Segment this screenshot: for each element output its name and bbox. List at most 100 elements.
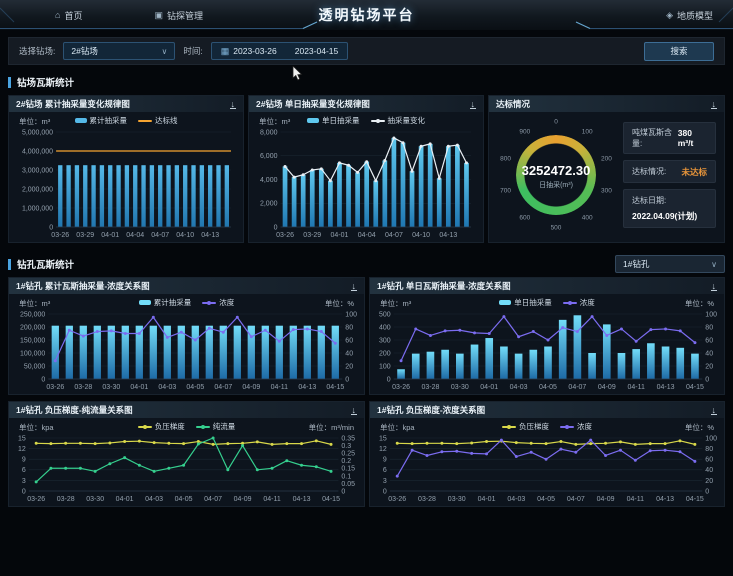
- legend-item[interactable]: 累计抽采量: [138, 297, 191, 308]
- legend-label: 浓度: [577, 422, 592, 431]
- svg-text:3: 3: [22, 478, 26, 485]
- legend-item[interactable]: 单日抽采量: [499, 297, 552, 308]
- gauge-tick-label: 800: [500, 155, 512, 163]
- svg-text:4,000: 4,000: [260, 177, 278, 184]
- svg-text:03-29: 03-29: [303, 232, 321, 239]
- svg-text:15: 15: [18, 435, 26, 442]
- legend-line-swatch: [138, 119, 152, 122]
- download-icon[interactable]: ↓: [350, 404, 357, 415]
- svg-text:03-28: 03-28: [421, 384, 439, 391]
- svg-text:03-30: 03-30: [102, 384, 120, 391]
- svg-text:04-13: 04-13: [298, 384, 316, 391]
- legend-label: 抽采量变化: [387, 116, 426, 125]
- gauge-tick-label: 400: [581, 214, 593, 222]
- svg-text:6: 6: [22, 467, 26, 474]
- svg-text:04-03: 04-03: [510, 384, 528, 391]
- panel-title: 达标情况: [496, 99, 531, 109]
- svg-text:04-03: 04-03: [145, 496, 163, 503]
- nav-drill-label: 钻探管理: [166, 10, 203, 21]
- download-icon[interactable]: ↓: [710, 280, 717, 291]
- panel-header: 2#钻场 累计抽采量变化规律图 ↓: [9, 96, 243, 112]
- svg-text:0: 0: [383, 488, 387, 495]
- panel-header: 2#钻场 单日抽采量变化规律图 ↓: [249, 96, 483, 112]
- date-start-value: 2023-03-26: [233, 46, 277, 56]
- chart-hole-daily-concentration: 0 100 200 300 400 500 0 20 40 60 80 100 03-26 03-28 03…: [372, 310, 722, 392]
- legend-item[interactable]: 负压梯度: [502, 421, 549, 432]
- chart-legend: 单日抽采量 抽采量变化: [249, 115, 483, 126]
- gauge-tick-label: 0: [554, 118, 558, 126]
- legend-item[interactable]: 负压梯度: [137, 421, 185, 432]
- svg-text:100: 100: [705, 311, 717, 318]
- panel-title: 2#钻场 单日抽采量变化规律图: [256, 99, 370, 109]
- svg-text:04-07: 04-07: [568, 384, 586, 391]
- svg-text:04-13: 04-13: [656, 496, 674, 503]
- svg-text:100: 100: [345, 311, 357, 318]
- svg-text:15: 15: [379, 435, 387, 442]
- svg-text:0: 0: [705, 488, 709, 495]
- stat-compliance-date: 达标日期: 2022.04.09(计划): [623, 189, 716, 228]
- svg-text:8,000: 8,000: [260, 129, 278, 136]
- nav-item-home[interactable]: ⌂ 首页: [55, 9, 82, 22]
- download-icon[interactable]: ↓: [229, 98, 236, 109]
- legend-line-swatch: [370, 118, 385, 123]
- legend-item[interactable]: 浓度: [560, 421, 592, 432]
- section-header-site-stats: 钻场瓦斯统计: [8, 74, 725, 90]
- panel-title: 1#钻孔 负压梯度-浓度关系图: [377, 405, 486, 415]
- svg-text:03-26: 03-26: [46, 384, 64, 391]
- svg-text:04-05: 04-05: [539, 384, 557, 391]
- svg-text:100: 100: [705, 435, 717, 442]
- svg-text:03-30: 03-30: [451, 384, 469, 391]
- legend-item[interactable]: 单日抽采量: [307, 115, 360, 126]
- svg-text:4,000,000: 4,000,000: [22, 148, 53, 155]
- download-icon[interactable]: ↓: [710, 404, 717, 415]
- site-select[interactable]: 2#钻场 ∨: [63, 42, 176, 60]
- svg-text:0.25: 0.25: [341, 451, 355, 458]
- svg-text:04-09: 04-09: [234, 496, 252, 503]
- svg-text:100: 100: [379, 363, 391, 370]
- svg-text:03-30: 03-30: [448, 496, 466, 503]
- legend-line-swatch: [560, 424, 574, 429]
- svg-text:04-07: 04-07: [214, 384, 232, 391]
- legend-item[interactable]: 累计抽采量: [74, 115, 128, 126]
- svg-text:04-03: 04-03: [158, 384, 176, 391]
- svg-text:60: 60: [345, 337, 353, 344]
- svg-text:03-30: 03-30: [86, 496, 104, 503]
- panel-hole-cumulative-concentration: 1#钻孔 累计瓦斯抽采量-浓度关系图 ↓ 单位：m³ 累计抽采量 浓度 单位：% …: [8, 277, 365, 395]
- panel-pressure-concentration: 1#钻孔 负压梯度-浓度关系图 ↓ 单位：kpa 负压梯度 浓度 单位：% 0 3 6…: [369, 401, 725, 507]
- download-icon[interactable]: ↓: [710, 98, 717, 109]
- svg-text:03-26: 03-26: [27, 496, 45, 503]
- legend-item[interactable]: 纯流量: [195, 421, 235, 432]
- filter-bar: 选择钻场: 2#钻场 ∨ 时间: ▦ 2023-03-26 2023-04-15…: [8, 37, 725, 65]
- svg-text:6,000: 6,000: [260, 153, 278, 160]
- legend-item[interactable]: 浓度: [562, 297, 595, 308]
- svg-text:03-28: 03-28: [57, 496, 75, 503]
- svg-text:80: 80: [705, 324, 713, 331]
- svg-text:04-11: 04-11: [627, 496, 644, 503]
- date-range-input[interactable]: ▦ 2023-03-26 2023-04-15: [210, 42, 349, 60]
- legend-label: 累计抽采量: [89, 116, 128, 125]
- svg-text:04-13: 04-13: [657, 384, 675, 391]
- svg-text:04-13: 04-13: [439, 232, 457, 239]
- svg-text:250,000: 250,000: [20, 311, 45, 318]
- legend-bar-swatch: [307, 118, 319, 123]
- svg-text:03-26: 03-26: [276, 232, 294, 239]
- legend-item[interactable]: 达标线: [138, 115, 178, 126]
- svg-text:0.35: 0.35: [341, 435, 355, 442]
- panel-header: 1#钻孔 负压梯度-浓度关系图 ↓: [370, 402, 724, 418]
- svg-text:50,000: 50,000: [24, 363, 46, 370]
- svg-text:04-15: 04-15: [322, 496, 340, 503]
- gauge-tick-label: 700: [500, 187, 512, 195]
- nav-item-drill-management[interactable]: ▣ 钻探管理: [154, 9, 203, 22]
- download-icon[interactable]: ↓: [469, 98, 476, 109]
- svg-text:0: 0: [387, 376, 391, 383]
- legend-label: 达标线: [155, 116, 178, 125]
- svg-text:0.1: 0.1: [341, 473, 351, 480]
- legend-line-swatch: [502, 424, 516, 429]
- search-button[interactable]: 搜索: [644, 41, 714, 61]
- borehole-select[interactable]: 1#钻孔 ∨: [615, 255, 725, 273]
- legend-item[interactable]: 浓度: [202, 297, 234, 308]
- nav-item-geo-model[interactable]: ◈ 地质模型: [666, 9, 713, 22]
- svg-text:04-09: 04-09: [597, 496, 615, 503]
- download-icon[interactable]: ↓: [350, 280, 357, 291]
- legend-item[interactable]: 抽采量变化: [370, 115, 426, 126]
